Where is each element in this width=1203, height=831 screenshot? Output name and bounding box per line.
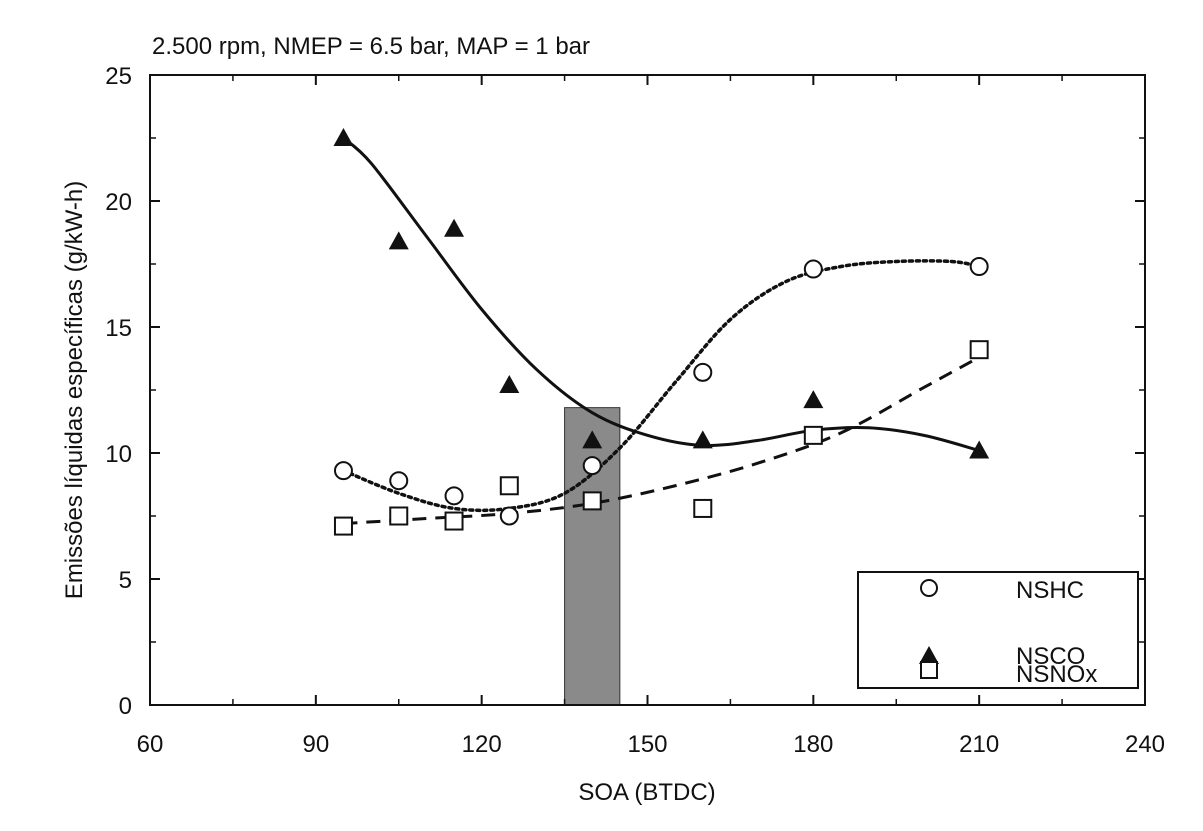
- x-tick-label: 90: [302, 731, 329, 758]
- y-tick-label: 25: [105, 63, 132, 90]
- marker-nsco: [444, 218, 465, 237]
- legend-triangle-icon: [919, 646, 939, 664]
- marker-nshc: [969, 257, 989, 277]
- x-tick-label: 210: [959, 731, 999, 758]
- marker-nshc: [444, 486, 464, 506]
- marker-nsco: [692, 430, 713, 449]
- marker-nsnox: [444, 511, 464, 531]
- y-axis-title: Emissões líquidas específicas (g/kW-h): [61, 181, 88, 599]
- marker-nsco: [333, 128, 354, 146]
- marker-nsco: [582, 430, 603, 449]
- y-tick-label: 20: [105, 189, 132, 216]
- marker-nsnox: [333, 516, 353, 536]
- legend-label-nsco: NSCO: [1016, 643, 1085, 670]
- marker-nsnox: [969, 340, 989, 360]
- y-tick-label: 10: [105, 441, 132, 468]
- curve-nshc: [341, 259, 981, 513]
- marker-nsnox: [499, 476, 519, 496]
- y-tick-label: 0: [119, 693, 132, 720]
- marker-nsco: [388, 231, 409, 250]
- marker-nshc: [499, 506, 519, 526]
- marker-nsnox: [582, 491, 602, 511]
- legend-label-nsnox: NSNOx: [1016, 661, 1097, 688]
- marker-nshc: [389, 471, 409, 491]
- x-tick-label: 240: [1125, 731, 1165, 758]
- curve-nsco: [342, 136, 980, 452]
- x-tick-label: 150: [627, 731, 667, 758]
- marker-nsnox: [389, 506, 409, 526]
- legend-label-nshc: NSHC: [1016, 577, 1084, 604]
- legend-circle-icon: [920, 579, 938, 597]
- shaded-band: [564, 407, 621, 706]
- y-tick-label: 5: [119, 567, 132, 594]
- shaded-band-layer: [564, 407, 621, 706]
- fit-curves: [341, 136, 981, 526]
- y-tick-label: 15: [105, 315, 132, 342]
- x-tick-label: 60: [137, 731, 164, 758]
- marker-nshc: [333, 461, 353, 481]
- marker-nsco: [803, 390, 824, 409]
- x-tick-label: 180: [793, 731, 833, 758]
- marker-nsco: [499, 374, 520, 393]
- axis-ticks: 60 90 120 150 180 210 240 0 5 10 15 20 25: [105, 63, 1165, 758]
- legend-box: [857, 571, 1139, 689]
- marker-nshc: [582, 456, 602, 476]
- chart-subtitle: 2.500 rpm, NMEP = 6.5 bar, MAP = 1 bar: [152, 33, 590, 60]
- marker-nsco: [969, 440, 990, 459]
- legend-square-icon: [920, 661, 938, 679]
- marker-nshc: [693, 362, 713, 382]
- marker-nsnox: [693, 498, 713, 518]
- x-axis-title: SOA (BTDC): [578, 779, 715, 806]
- legend: NSHC NSCO NSNOx: [857, 571, 1139, 689]
- marker-nsnox: [803, 425, 823, 445]
- marker-nshc: [803, 259, 823, 279]
- x-tick-label: 120: [462, 731, 502, 758]
- data-markers: [333, 128, 990, 536]
